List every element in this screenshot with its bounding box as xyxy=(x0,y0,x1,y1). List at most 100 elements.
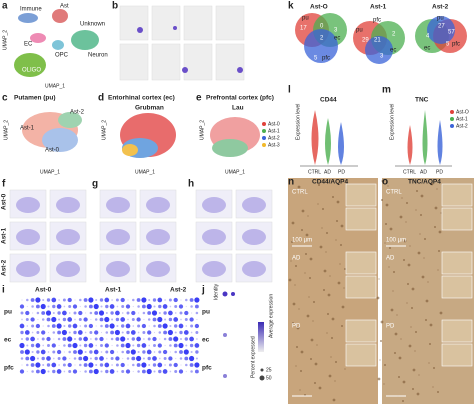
label: l xyxy=(288,85,291,96)
dot xyxy=(158,357,161,360)
dot xyxy=(116,305,119,308)
dot xyxy=(190,370,193,373)
dot xyxy=(30,343,35,348)
cell xyxy=(291,241,293,243)
dot xyxy=(68,312,71,314)
label: CD44/AQP4 xyxy=(312,179,349,186)
dot xyxy=(179,337,183,341)
feature-cloud xyxy=(146,261,170,277)
dot xyxy=(195,311,199,315)
dot xyxy=(104,316,110,323)
cell xyxy=(429,343,431,345)
dot xyxy=(99,363,104,367)
dot xyxy=(67,317,73,322)
dot xyxy=(174,370,178,373)
cell xyxy=(392,290,394,292)
dot xyxy=(137,350,140,354)
cell xyxy=(437,269,439,271)
cell xyxy=(323,289,325,291)
feature-cloud xyxy=(106,261,130,277)
dot xyxy=(35,343,41,348)
cell xyxy=(412,368,416,372)
cell xyxy=(292,322,294,324)
cell xyxy=(424,238,426,240)
feature-cloud xyxy=(202,261,226,277)
dot xyxy=(31,370,34,373)
cell xyxy=(383,383,385,385)
dot xyxy=(130,330,136,335)
cell xyxy=(305,253,307,255)
dot xyxy=(157,324,162,328)
cell xyxy=(398,356,402,360)
dot xyxy=(74,364,76,366)
dot xyxy=(190,324,194,328)
dot xyxy=(147,337,151,341)
cell xyxy=(394,352,396,354)
dot xyxy=(196,318,198,321)
cell xyxy=(400,338,402,340)
dot xyxy=(42,298,45,302)
dot xyxy=(51,316,57,323)
dot xyxy=(141,304,146,309)
dot xyxy=(111,299,113,301)
label: Putamen (pu) xyxy=(14,95,56,102)
dot xyxy=(126,337,130,341)
dot xyxy=(31,324,35,328)
dot xyxy=(162,369,168,374)
cell xyxy=(378,278,380,280)
label: pu xyxy=(202,309,210,316)
legend-swatch xyxy=(262,136,266,140)
dot xyxy=(88,362,94,368)
cell xyxy=(327,293,331,297)
cell xyxy=(436,188,438,190)
dot xyxy=(116,344,119,347)
dot xyxy=(153,324,156,328)
label: Expression level xyxy=(389,104,395,140)
dot xyxy=(68,370,72,373)
dot xyxy=(115,337,120,341)
label: b xyxy=(112,1,118,12)
dot xyxy=(99,336,104,342)
dot xyxy=(73,311,77,315)
dot xyxy=(31,312,34,314)
dot xyxy=(147,356,151,361)
feature-cloud xyxy=(242,197,266,213)
dot xyxy=(24,330,30,335)
dot xyxy=(74,299,76,301)
cell xyxy=(292,302,296,306)
dot xyxy=(95,363,98,367)
dot xyxy=(173,343,178,348)
legend-label: Ast-O xyxy=(456,109,469,115)
label: 100 µm xyxy=(386,238,406,244)
cell xyxy=(432,386,434,388)
label: Ast xyxy=(60,4,69,10)
cell xyxy=(301,209,305,213)
dot xyxy=(26,298,29,302)
dot xyxy=(41,330,46,335)
dot xyxy=(84,324,88,328)
dot xyxy=(168,310,173,316)
dot xyxy=(136,355,142,362)
dot xyxy=(77,330,83,335)
dot xyxy=(162,349,168,355)
dot xyxy=(74,318,76,321)
label: 50 xyxy=(266,375,272,381)
dot xyxy=(121,312,124,314)
dot xyxy=(104,324,109,328)
dot xyxy=(169,305,172,308)
dot xyxy=(185,325,188,327)
dot xyxy=(78,318,82,321)
label: 0 xyxy=(320,24,324,30)
dot xyxy=(98,310,105,316)
dot xyxy=(105,331,109,334)
dot xyxy=(132,370,134,373)
label: UMAP_2 xyxy=(3,120,9,140)
cell xyxy=(389,227,393,231)
cell xyxy=(336,220,338,222)
dot xyxy=(191,312,193,314)
dot xyxy=(164,364,166,366)
cell xyxy=(417,251,421,255)
feature-cloud xyxy=(242,261,266,277)
dot xyxy=(42,325,44,327)
cell xyxy=(303,191,305,193)
